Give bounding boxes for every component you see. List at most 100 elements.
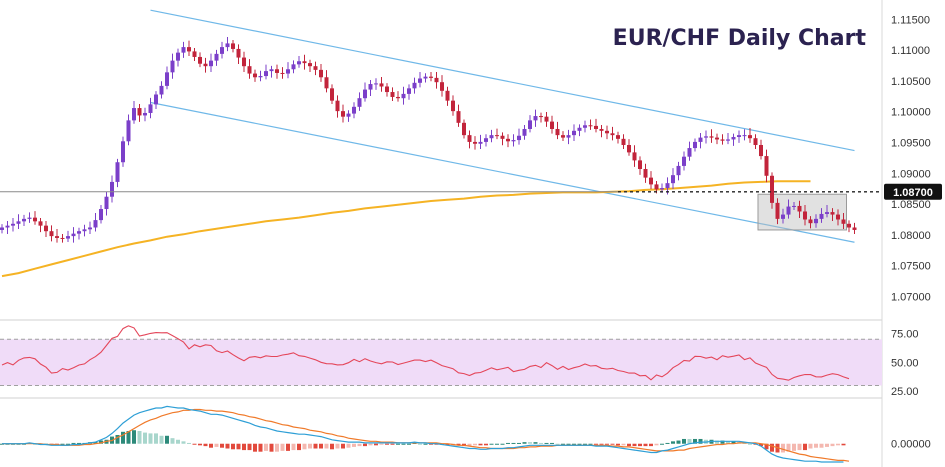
candle-body — [709, 136, 714, 138]
candle-body — [176, 52, 180, 61]
candle — [748, 128, 752, 143]
candle-body — [49, 231, 54, 237]
rsi-layer — [1, 325, 850, 381]
macd-histogram-bar — [335, 443, 340, 449]
candle-body — [665, 183, 670, 189]
macd-histogram-bar — [770, 443, 774, 452]
candle — [121, 136, 125, 167]
candle-body — [346, 113, 351, 117]
candle-body — [165, 72, 169, 86]
candle — [797, 200, 802, 218]
candle-body — [440, 82, 444, 91]
macd-histogram-bar — [830, 443, 835, 447]
candle — [814, 214, 818, 228]
candle-body — [698, 137, 703, 142]
candle-body — [93, 220, 98, 228]
candle-body — [462, 122, 466, 136]
chart-title: EUR/CHF Daily Chart — [613, 26, 867, 51]
rsi-tick-label: 25.00 — [891, 386, 919, 398]
candle — [715, 133, 719, 145]
candle — [588, 119, 593, 130]
candle — [374, 78, 378, 90]
candle-body — [390, 92, 395, 97]
macd-histogram-bar — [286, 443, 290, 451]
candle — [77, 227, 81, 240]
candle — [533, 109, 538, 127]
price-tick-label: 1.08500 — [891, 199, 931, 211]
candle-body — [170, 60, 175, 73]
macd-histogram-bar — [599, 443, 604, 445]
candle — [616, 131, 620, 144]
candle-body — [269, 69, 274, 72]
price-tick-label: 1.10000 — [891, 107, 931, 119]
macd-histogram-bar — [621, 443, 626, 446]
macd-histogram-bar — [522, 442, 527, 444]
macd-histogram-bar — [225, 443, 230, 449]
macd-histogram-bar — [93, 442, 98, 444]
candle — [258, 70, 263, 82]
candle — [209, 53, 213, 73]
candle — [363, 82, 367, 102]
candle-body — [66, 236, 70, 239]
candle — [632, 145, 637, 167]
candle-body — [786, 206, 791, 215]
candle-body — [88, 227, 92, 230]
macd-histogram-bar — [632, 443, 637, 447]
macd-histogram-bar — [308, 443, 312, 449]
candle — [423, 73, 428, 83]
candle — [742, 129, 747, 141]
macd-histogram-bar — [764, 443, 769, 450]
candle-body — [489, 135, 494, 139]
candle — [737, 130, 741, 143]
candle-body — [121, 141, 125, 163]
candle-body — [544, 116, 549, 122]
candle — [709, 129, 714, 143]
candle-body — [203, 63, 208, 67]
macd-histogram-bar — [693, 438, 697, 444]
candle — [269, 65, 274, 78]
candle-body — [110, 181, 114, 197]
macd-histogram-bar — [231, 443, 235, 450]
candle-body — [132, 108, 136, 121]
candle-body — [313, 66, 318, 70]
candle — [390, 87, 395, 101]
macd-histogram-bar — [561, 443, 565, 445]
candle-body — [60, 237, 65, 239]
candle — [841, 213, 846, 230]
macd-histogram-bar — [484, 443, 488, 446]
macd-histogram-bar — [203, 443, 208, 447]
price-tick-label: 1.09500 — [891, 138, 931, 150]
candle — [687, 141, 692, 161]
macd-histogram-bar — [643, 443, 648, 447]
candle-body — [682, 156, 686, 166]
candle — [137, 104, 142, 122]
candle — [489, 129, 494, 143]
candle — [770, 172, 774, 209]
candle-body — [352, 106, 356, 114]
candle-body — [555, 128, 560, 136]
candle-body — [473, 141, 477, 144]
candle-body — [643, 169, 648, 178]
candle — [143, 107, 147, 122]
candle — [16, 214, 21, 230]
macd-histogram-bar — [220, 443, 224, 448]
rsi-tick-label: 75.00 — [891, 329, 919, 341]
candle-body — [726, 139, 730, 141]
candle-body — [561, 135, 565, 138]
candle-body — [44, 225, 48, 232]
macd-histogram-bar — [720, 440, 725, 444]
candle-body — [737, 135, 741, 137]
candle-body — [385, 86, 389, 93]
candle — [445, 86, 450, 106]
candle-body — [792, 205, 796, 207]
macd-histogram-bar — [836, 443, 840, 446]
candle — [302, 54, 307, 70]
macd-histogram-bar — [748, 443, 752, 445]
macd-histogram-bar — [577, 443, 582, 445]
candle-body — [566, 135, 571, 138]
candle — [698, 132, 703, 149]
rsi-line — [1, 325, 850, 381]
candle — [781, 208, 785, 224]
candle — [594, 118, 598, 133]
candle — [165, 66, 169, 90]
